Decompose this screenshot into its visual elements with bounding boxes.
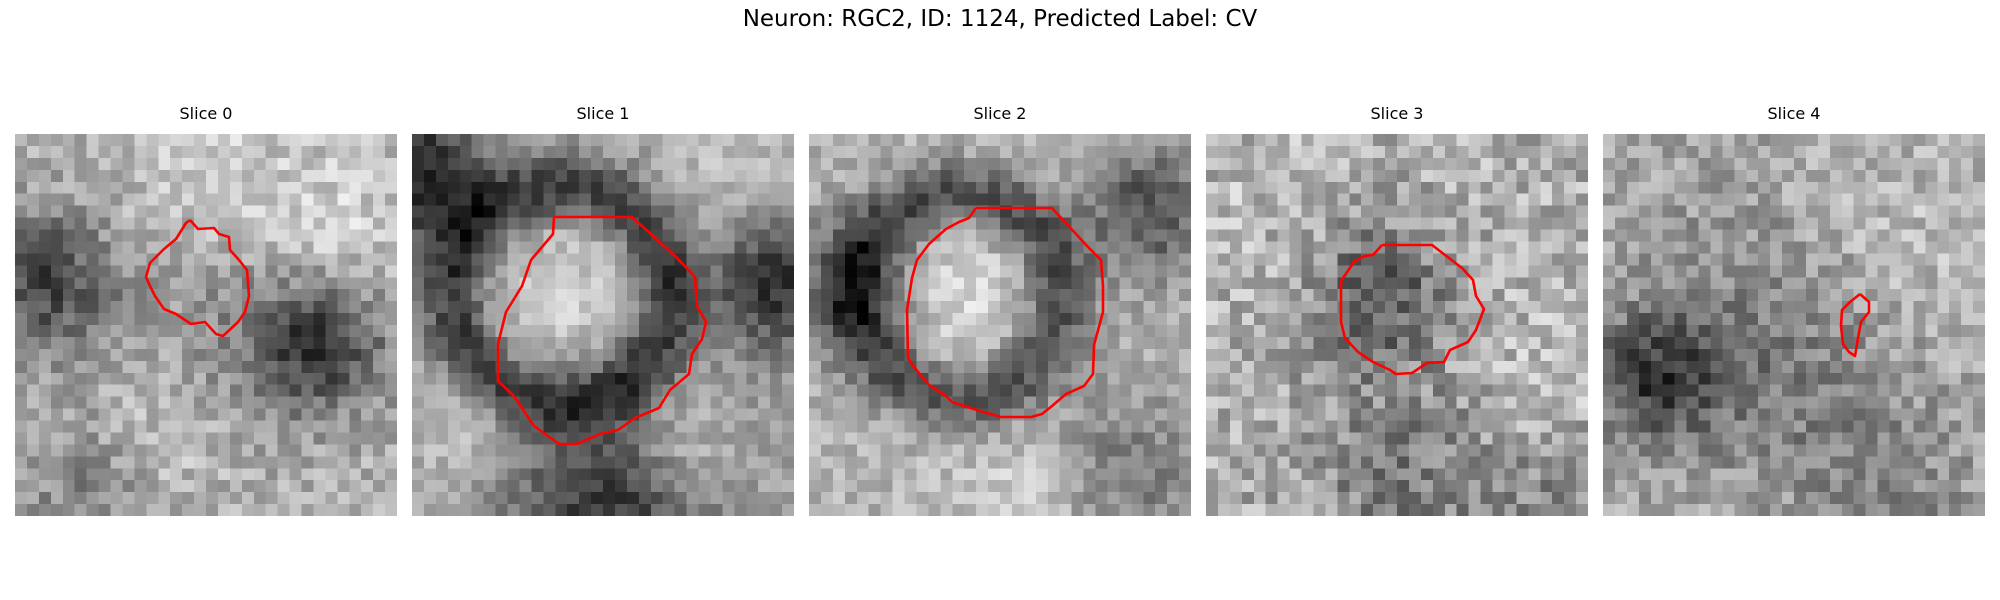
segmentation-contour: [144, 218, 251, 338]
slice-title-2: Slice 2: [973, 104, 1027, 123]
slice-title-1: Slice 1: [576, 104, 630, 123]
contour-overlay-3: [1339, 243, 1486, 376]
slice-image-3: [1206, 134, 1588, 516]
slice-image-1: [412, 134, 794, 516]
contour-overlay-2: [905, 206, 1105, 419]
slice-panel-2: Slice 2: [809, 104, 1191, 516]
segmentation-contour: [1339, 243, 1486, 376]
slice-title-0: Slice 0: [179, 104, 233, 123]
slice-panel-4: Slice 4: [1603, 104, 1985, 516]
contour-overlay-0: [144, 218, 251, 338]
slice-image-4: [1603, 134, 1985, 516]
slice-title-3: Slice 3: [1370, 104, 1424, 123]
slice-image-2: [809, 134, 1191, 516]
slice-panel-1: Slice 1: [412, 104, 794, 516]
segmentation-contour: [496, 215, 708, 446]
slice-panel-0: Slice 0: [15, 104, 397, 516]
segmentation-contour: [905, 206, 1105, 419]
figure-title: Neuron: RGC2, ID: 1124, Predicted Label:…: [742, 6, 1258, 32]
slice-title-4: Slice 4: [1767, 104, 1821, 123]
contour-overlay-4: [1839, 292, 1871, 358]
contour-overlay-1: [496, 215, 708, 446]
segmentation-contour: [1839, 292, 1871, 358]
slice-panel-3: Slice 3: [1206, 104, 1588, 516]
